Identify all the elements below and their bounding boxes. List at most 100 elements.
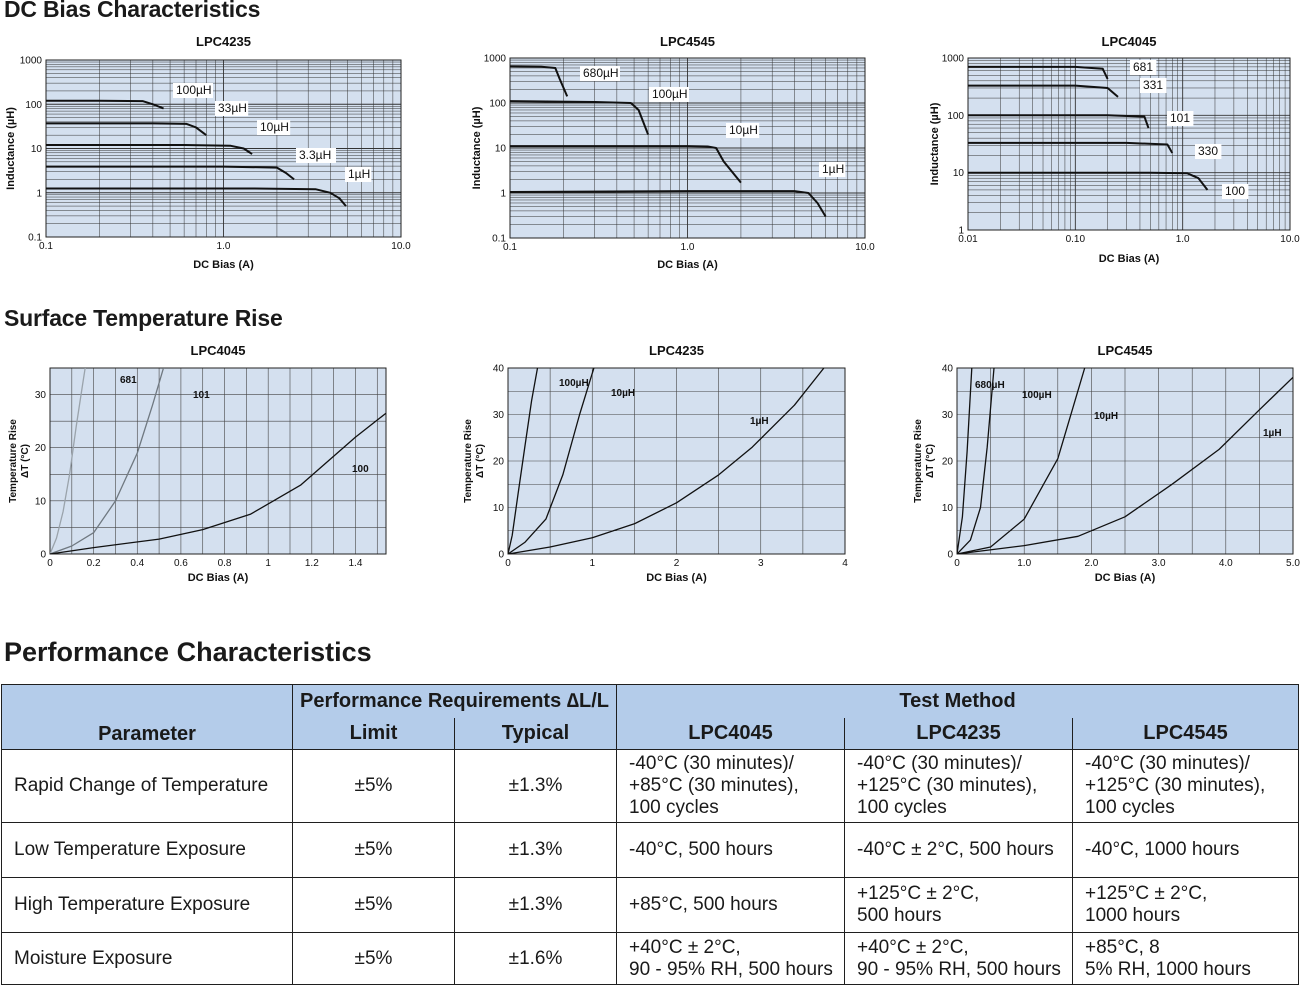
series-label: 1µH xyxy=(1263,428,1282,439)
plot-frame xyxy=(956,367,1294,555)
cell-test-lpc4235-line: +40°C ± 2°C, xyxy=(857,936,969,958)
y-tick-label: 0.1 xyxy=(492,234,506,245)
header-performance-requirements: Performance Requirements ∆L/L xyxy=(291,684,618,718)
y-tick-label: 1000 xyxy=(484,54,507,65)
y-tick-label: 40 xyxy=(493,364,505,375)
series-line-681 xyxy=(968,65,1109,80)
header-lpc4045: LPC4045 xyxy=(616,718,846,750)
plot-area xyxy=(50,368,386,554)
y-axis-label: Inductance (µH) xyxy=(471,106,483,189)
x-axis-label: DC Bias (A) xyxy=(1095,572,1156,584)
x-axis-label: DC Bias (A) xyxy=(657,259,718,271)
x-tick-label: 1.2 xyxy=(305,558,319,569)
cell-test-lpc4545-line: +85°C, 8 xyxy=(1085,936,1160,958)
series-label-bg xyxy=(580,66,620,81)
cell-test-lpc4235-line: -40°C ± 2°C, 500 hours xyxy=(857,839,1054,860)
series-line-1µH xyxy=(46,187,347,207)
series-line-100µH xyxy=(508,368,539,554)
series-line-1µH xyxy=(510,190,827,218)
series-label: 3.3µH xyxy=(299,148,331,162)
chart-temp-rise-lpc4045: LPC4045 0 0.2 0.4 0.6 0.8 1 1.2 1.4 0 10 20 30 DC Bia… xyxy=(8,343,387,584)
series-label-bg xyxy=(1195,144,1222,159)
table-row: Moisture Exposure ±5% ±1.6% +40°C ± 2°C, 90 … xyxy=(1,932,1300,985)
y-tick-label: 20 xyxy=(493,457,505,468)
series-label: 101 xyxy=(1170,111,1190,125)
header-test-method: Test Method xyxy=(616,684,1300,718)
cell-parameter: High Temperature Exposure xyxy=(1,877,293,933)
cell-test-lpc4545-line: -40°C, 1000 hours xyxy=(1085,839,1240,860)
cell-test-lpc4045-line: -40°C (30 minutes)/ xyxy=(629,753,794,774)
section-title-dc-bias: DC Bias Characteristics xyxy=(4,0,261,22)
y-axis-label-line2: ΔT (°C) xyxy=(925,444,936,478)
y-tick-label: 10 xyxy=(31,144,43,155)
plot-frame xyxy=(507,367,846,555)
x-tick-label: 5.0 xyxy=(1286,558,1300,569)
cell-test-lpc4235-line: +125°C (30 minutes), xyxy=(857,775,1038,796)
series-line-331 xyxy=(968,84,1119,98)
cell-limit: ±5% xyxy=(292,749,455,823)
y-axis-label: Temperature Rise xyxy=(913,419,924,503)
series-label: 1µH xyxy=(750,416,769,427)
series-line-100 xyxy=(50,412,386,554)
y-tick-label: 10 xyxy=(35,496,47,507)
series-label: 100 xyxy=(352,464,369,475)
x-tick-label: 1 xyxy=(589,558,595,569)
grid xyxy=(46,60,401,237)
y-axis-label-line2: ΔT (°C) xyxy=(20,444,31,478)
y-axis-label-line2: ΔT (°C) xyxy=(475,444,486,478)
table-row: Rapid Change of Temperature ±5% ±1.3% -40°C… xyxy=(1,749,1300,823)
series-line-10µH xyxy=(46,144,253,155)
table-row: Low Temperature Exposure ±5% ±1.3% -40°C, 5… xyxy=(1,822,1300,878)
cell-test-lpc4045: -40°C (30 minutes)/+85°C (30 minutes), 10… xyxy=(616,749,846,823)
x-axis-label: DC Bias (A) xyxy=(188,572,249,584)
cell-typical: ±1.3% xyxy=(453,749,618,823)
cell-test-lpc4545-line: -40°C (30 minutes)/ xyxy=(1085,753,1250,774)
series-line-100µH xyxy=(510,100,650,135)
series-label-bg xyxy=(257,120,291,135)
y-tick-label: 0 xyxy=(947,550,953,561)
series-label-bg xyxy=(1222,184,1249,199)
x-tick-label: 10.0 xyxy=(391,241,411,252)
series-label: 680µH xyxy=(583,66,619,80)
cell-test-lpc4235-line: 90 - 95% RH, 500 hours xyxy=(857,958,1061,980)
plot-area xyxy=(968,58,1290,230)
cell-test-lpc4045: -40°C, 500 hours xyxy=(616,822,846,878)
y-tick-label: 0.1 xyxy=(28,233,42,244)
y-tick-label: 1 xyxy=(958,226,964,237)
header-typical: Typical xyxy=(453,718,618,750)
series-label: 680µH xyxy=(975,380,1005,391)
section-title-temperature-rise: Surface Temperature Rise xyxy=(4,305,283,331)
series-label: 100µH xyxy=(1022,390,1052,401)
header-parameter: Parameter xyxy=(1,684,293,750)
x-tick-label: 0.6 xyxy=(174,558,188,569)
table-row: High Temperature Exposure ±5% ±1.3% +85°C, … xyxy=(1,877,1300,933)
x-tick-label: 0 xyxy=(954,558,960,569)
cell-test-lpc4545-line: +125°C ± 2°C, xyxy=(1085,883,1208,904)
series-label: 331 xyxy=(1143,78,1163,92)
x-tick-label: 0.2 xyxy=(87,558,101,569)
y-tick-label: 100 xyxy=(489,99,506,110)
cell-parameter: Low Temperature Exposure xyxy=(1,822,293,878)
y-tick-label: 100 xyxy=(25,100,42,111)
series-line-1µH xyxy=(957,376,1293,554)
y-axis-label: Temperature Rise xyxy=(8,419,19,503)
x-tick-label: 1.0 xyxy=(1176,234,1190,245)
cell-test-lpc4235-line: 500 hours xyxy=(857,905,942,926)
y-tick-label: 10 xyxy=(942,503,954,514)
series-label: 33µH xyxy=(218,101,247,115)
x-tick-label: 10.0 xyxy=(855,242,875,253)
series-label: 681 xyxy=(120,375,137,386)
cell-test-lpc4235: -40°C (30 minutes)/+125°C (30 minutes), 1… xyxy=(844,749,1074,823)
series-label: 10µH xyxy=(260,120,289,134)
series-label-bg xyxy=(296,148,336,163)
header-lpc4235: LPC4235 xyxy=(844,718,1074,750)
x-tick-label: 1.0 xyxy=(1017,558,1031,569)
series-line-10µH xyxy=(510,145,742,184)
header-limit: Limit xyxy=(292,718,455,750)
x-tick-label: 0.1 xyxy=(39,241,53,252)
series-label: 101 xyxy=(193,390,210,401)
grid xyxy=(968,58,1290,230)
series-line-330 xyxy=(968,141,1174,154)
cell-test-lpc4045-line: +85°C, 500 hours xyxy=(629,894,778,915)
series-label-bg xyxy=(215,101,249,116)
